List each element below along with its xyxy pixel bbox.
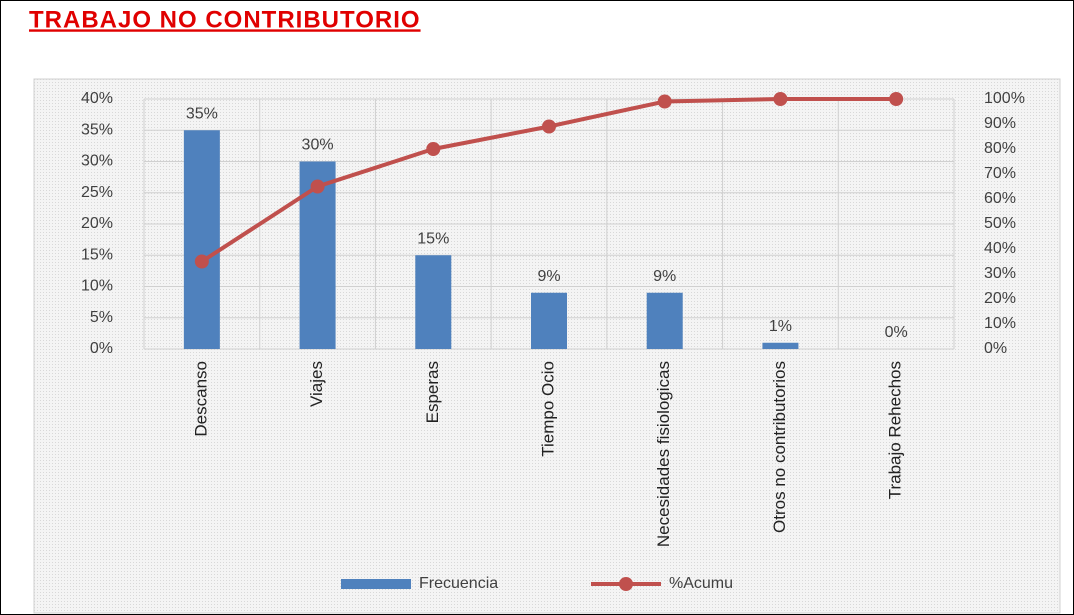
line-marker [426, 142, 441, 156]
line-marker [657, 94, 672, 109]
x-tick-label: Otros no contributorios [770, 361, 789, 533]
data-label: 30% [302, 137, 334, 154]
x-tick-label: Descanso [191, 361, 210, 437]
y-tick-label: 10% [81, 278, 113, 295]
line-marker [542, 119, 556, 134]
y2-tick-label: 50% [984, 215, 1016, 232]
y2-tick-label: 10% [984, 315, 1016, 332]
y2-tick-label: 90% [984, 115, 1016, 132]
legend-swatch [341, 579, 411, 589]
y-tick-label: 15% [81, 246, 113, 263]
bar [183, 130, 220, 349]
bar [762, 342, 799, 349]
y2-tick-label: 0% [984, 340, 1007, 357]
data-label: 35% [186, 105, 218, 122]
data-label: 9% [653, 268, 676, 285]
y2-tick-label: 20% [984, 290, 1016, 307]
x-tick-label: Viajes [307, 361, 326, 407]
y-tick-label: 30% [81, 153, 113, 170]
x-tick-label: Tiempo Ocio [538, 361, 557, 457]
x-tick-label: Esperas [423, 361, 442, 423]
y-tick-label: 5% [90, 309, 113, 326]
data-label: 15% [417, 230, 449, 247]
y2-tick-label: 60% [984, 190, 1016, 207]
data-label: 9% [537, 268, 560, 285]
bar [531, 292, 567, 349]
bar [646, 292, 683, 349]
legend-swatch-marker [619, 577, 633, 591]
data-label: 0% [885, 324, 908, 341]
y2-tick-label: 30% [984, 265, 1016, 282]
line-marker [310, 179, 325, 194]
bar [415, 255, 452, 349]
legend-label: Frecuencia [419, 575, 498, 592]
y-tick-label: 40% [81, 90, 113, 107]
y-tick-label: 20% [81, 215, 113, 232]
y2-tick-label: 80% [984, 140, 1016, 157]
line-marker [773, 92, 788, 106]
y-tick-label: 0% [90, 340, 113, 357]
legend-label: %Acumu [669, 575, 733, 592]
y2-tick-label: 70% [984, 165, 1016, 182]
line-marker [889, 92, 904, 106]
y2-tick-label: 100% [984, 90, 1025, 107]
y-tick-label: 35% [81, 121, 113, 138]
x-tick-label: Trabajo Rehechos [886, 361, 905, 499]
y2-tick-label: 40% [984, 240, 1016, 257]
x-tick-label: Necesidades fisiologicas [654, 361, 673, 547]
line-marker [194, 254, 209, 269]
y-tick-label: 25% [81, 184, 113, 201]
data-label: 1% [769, 318, 792, 335]
chart-title: TRABAJO NO CONTRIBUTORIO [29, 6, 421, 33]
